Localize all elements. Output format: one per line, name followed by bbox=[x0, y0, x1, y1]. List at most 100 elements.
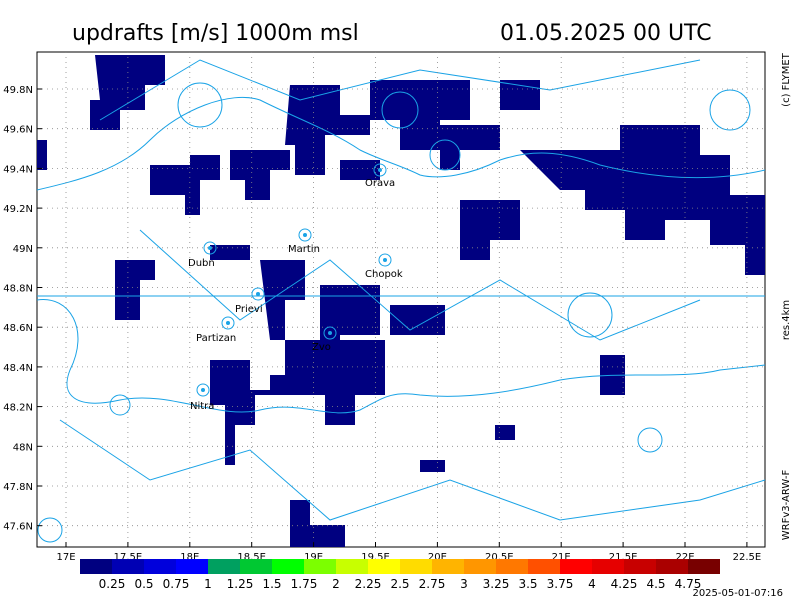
lon-label: 22E bbox=[675, 552, 694, 563]
lon-label: 17E bbox=[56, 552, 75, 563]
lat-label: 47.6N bbox=[3, 522, 33, 533]
place-label: Martin bbox=[288, 244, 320, 255]
place-label: Zvo bbox=[312, 342, 331, 353]
place-label: Partizan bbox=[196, 333, 236, 344]
copyright: (c) FLYMET bbox=[781, 52, 792, 107]
lat-label: 48.4N bbox=[3, 363, 33, 374]
map-area bbox=[36, 51, 766, 548]
axes: 49.8N 49.6N 49.4N 49.2N 49N 48.8N 48.6N 48.4N 48… bbox=[3, 85, 761, 563]
colorbar-swatch bbox=[464, 559, 496, 574]
lon-label: 19E bbox=[304, 552, 323, 563]
place-dot bbox=[303, 233, 307, 237]
colorbar-label: 1.5 bbox=[262, 577, 281, 591]
place-marker bbox=[373, 163, 387, 177]
colorbar-swatch bbox=[656, 559, 688, 574]
lon-label: 21.5E bbox=[609, 552, 638, 563]
colorbar-swatch bbox=[400, 559, 432, 574]
lon-label: 18.5E bbox=[237, 552, 266, 563]
colorbar-label: 0.75 bbox=[163, 577, 190, 591]
colorbar-swatch bbox=[528, 559, 560, 574]
lon-label: 22.5E bbox=[733, 552, 762, 563]
colorbar-swatch bbox=[592, 559, 624, 574]
timestamp: 2025-05-01-07:16 bbox=[692, 588, 783, 599]
colorbar-label: 4 bbox=[588, 577, 596, 591]
colorbar-swatch bbox=[240, 559, 272, 574]
colorbar-swatch bbox=[208, 559, 240, 574]
colorbar-swatch bbox=[272, 559, 304, 574]
place-label: Nitra bbox=[190, 401, 214, 412]
colorbar-label: 1 bbox=[204, 577, 212, 591]
place-marker bbox=[203, 241, 217, 255]
place-dot bbox=[256, 292, 260, 296]
colorbar-swatch bbox=[496, 559, 528, 574]
colorbar-swatch bbox=[688, 559, 720, 574]
colorbar-swatch bbox=[144, 559, 176, 574]
colorbar-swatch bbox=[560, 559, 592, 574]
colorbar-label: 1.75 bbox=[291, 577, 318, 591]
lat-label: 49N bbox=[13, 244, 33, 255]
boundaries bbox=[36, 59, 766, 543]
place-dot bbox=[226, 321, 230, 325]
colorbar-label: 4.75 bbox=[675, 577, 702, 591]
colorbar-swatch bbox=[336, 559, 368, 574]
lat-label: 49.6N bbox=[3, 125, 33, 136]
colorbar-label: 2.5 bbox=[390, 577, 409, 591]
place-label: Prievi bbox=[235, 304, 263, 315]
place-dot bbox=[328, 331, 332, 335]
place-dot bbox=[201, 388, 205, 392]
place-marker bbox=[323, 326, 337, 340]
colorbar-label: 1.25 bbox=[227, 577, 254, 591]
colorbar-label: 2.25 bbox=[355, 577, 382, 591]
place-marker bbox=[221, 316, 235, 330]
colorbar: 0.25 0.5 0.75 1 1.25 1.5 1.75 2 2.25 2.5 2.75 3 3.25… bbox=[80, 559, 720, 591]
place-marker bbox=[251, 287, 265, 301]
colorbar-label: 3.25 bbox=[483, 577, 510, 591]
colorbar-label: 2.75 bbox=[419, 577, 446, 591]
lon-label: 17.5E bbox=[114, 552, 143, 563]
lat-label: 49.4N bbox=[3, 164, 33, 175]
colorbar-swatch bbox=[112, 559, 144, 574]
lat-label: 49.8N bbox=[3, 85, 33, 96]
lat-label: 48.2N bbox=[3, 403, 33, 414]
colorbar-label: 4.5 bbox=[646, 577, 665, 591]
updraft-areas bbox=[37, 55, 765, 547]
colorbar-swatch bbox=[176, 559, 208, 574]
place-marker bbox=[196, 383, 210, 397]
colorbar-label: 3 bbox=[460, 577, 468, 591]
colorbar-label: 0.5 bbox=[134, 577, 153, 591]
place-label: Dubn bbox=[188, 258, 215, 269]
lat-label: 48N bbox=[13, 442, 33, 453]
colorbar-label: 2 bbox=[332, 577, 340, 591]
valid-time: 01.05.2025 00 UTC bbox=[500, 21, 712, 46]
place-dot bbox=[208, 246, 212, 250]
colorbar-label: 3.75 bbox=[547, 577, 574, 591]
lon-label: 18E bbox=[180, 552, 199, 563]
lon-label: 20.5E bbox=[485, 552, 514, 563]
resolution: res.4km bbox=[781, 300, 792, 340]
colorbar-label: 3.5 bbox=[518, 577, 537, 591]
lon-label: 19.5E bbox=[361, 552, 390, 563]
place-dot bbox=[383, 258, 387, 262]
place-label: Orava bbox=[365, 178, 395, 189]
place-marker bbox=[298, 228, 312, 242]
colorbar-label: 4.25 bbox=[611, 577, 638, 591]
place-marker bbox=[378, 253, 392, 267]
lon-label: 20E bbox=[428, 552, 447, 563]
colorbar-swatch bbox=[80, 559, 112, 574]
lat-label: 48.8N bbox=[3, 284, 33, 295]
place-dot bbox=[378, 168, 382, 172]
colorbar-swatch bbox=[432, 559, 464, 574]
title: updrafts [m/s] 1000m msl bbox=[72, 21, 359, 46]
model: WRFv3-ARW-F bbox=[781, 470, 792, 541]
colorbar-swatch bbox=[304, 559, 336, 574]
colorbar-swatch bbox=[368, 559, 400, 574]
place-label: Chopok bbox=[365, 269, 403, 280]
lat-label: 48.6N bbox=[3, 323, 33, 334]
lat-label: 47.8N bbox=[3, 482, 33, 493]
lon-label: 21E bbox=[552, 552, 571, 563]
places: Orava Martin Dubn Chopok Prievi Partizan Zvo Ni… bbox=[188, 163, 403, 412]
colorbar-label: 0.25 bbox=[99, 577, 126, 591]
lat-label: 49.2N bbox=[3, 204, 33, 215]
colorbar-swatch bbox=[624, 559, 656, 574]
